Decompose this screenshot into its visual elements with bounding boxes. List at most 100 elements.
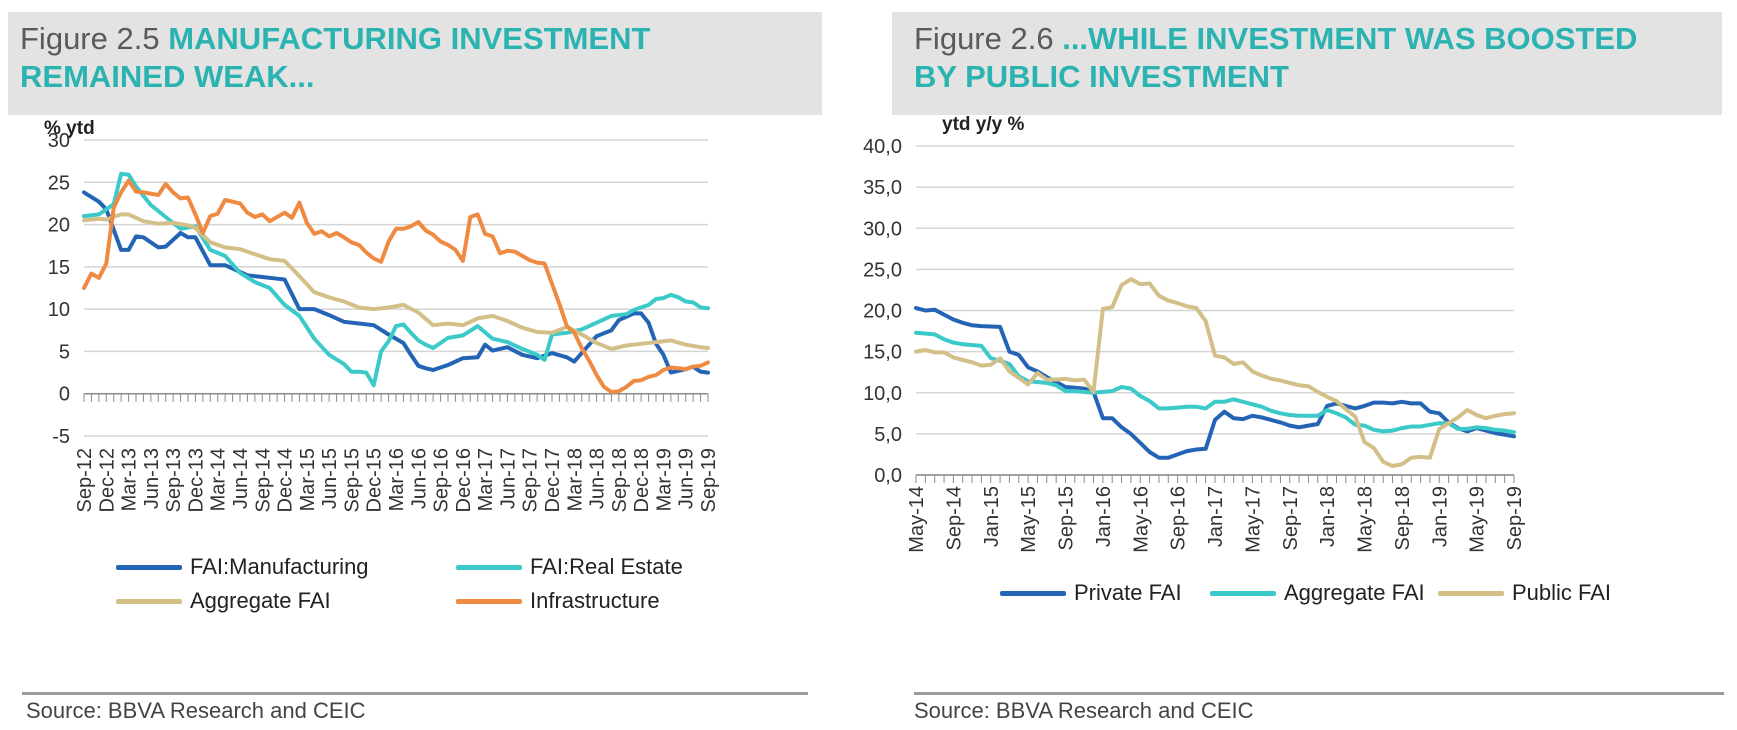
legend-swatch <box>456 564 522 570</box>
y-tick-label: 10 <box>48 299 70 321</box>
figure-heading-line-2: REMAINED WEAK... <box>20 59 315 94</box>
series-line-fai-real-estate <box>82 171 710 388</box>
figure-title: Figure 2.5 MANUFACTURING INVESTMENT REMA… <box>20 20 810 96</box>
x-tick-label: Sep-17 <box>520 448 542 513</box>
legend-label: FAI:Manufacturing <box>190 554 369 579</box>
y-tick-label: 0,0 <box>874 465 902 487</box>
legend-item-aggregate-fai: Aggregate FAI <box>1210 578 1425 608</box>
x-tick-label: Sep-14 <box>252 448 274 513</box>
x-tick-label: Jan-19 <box>1429 486 1451 547</box>
legend-swatch <box>116 598 182 604</box>
y-tick-label: 15 <box>48 257 70 279</box>
legend-swatch <box>1000 590 1066 596</box>
y-tick-label: 20,0 <box>863 301 902 323</box>
figure-2-5-panel: Figure 2.5 MANUFACTURING INVESTMENT REMA… <box>0 0 830 730</box>
x-tick-label: Dec-16 <box>453 448 475 512</box>
y-axis-unit-label: ytd y/y % <box>942 114 1025 135</box>
legend-label: Public FAI <box>1512 580 1612 605</box>
legend-label: Aggregate FAI <box>190 588 331 613</box>
y-tick-label: 5,0 <box>874 424 902 446</box>
legend-item-aggregate-fai: Aggregate FAI <box>116 586 331 616</box>
legend-item-real-estate: FAI:Real Estate <box>456 552 683 582</box>
x-tick-label: Mar-17 <box>475 448 497 511</box>
x-tick-label: Jan-16 <box>1093 486 1115 547</box>
figure-heading-line-2: BY PUBLIC INVESTMENT <box>914 59 1289 94</box>
y-tick-label: 30 <box>48 130 70 152</box>
x-tick-label: Mar-15 <box>297 448 319 511</box>
x-tick-label: May-19 <box>1467 486 1489 553</box>
legend-swatch <box>1438 590 1504 596</box>
x-tick-label: Jun-13 <box>141 448 163 509</box>
series-line-private-fai <box>914 306 1516 460</box>
x-tick-label: Jan-18 <box>1317 486 1339 547</box>
figure-number: Figure 2.5 <box>20 21 160 56</box>
x-tick-label: Sep-12 <box>74 448 96 513</box>
x-tick-label: Jun-19 <box>676 448 698 509</box>
figure-2-6-panel: Figure 2.6 ...WHILE INVESTMENT WAS BOOST… <box>863 0 1737 730</box>
x-tick-label: Sep-15 <box>1056 486 1078 551</box>
legend-label: Infrastructure <box>530 588 660 613</box>
y-tick-label: -5 <box>52 426 70 448</box>
x-tick-label: Jun-16 <box>408 448 430 509</box>
x-tick-label: Jun-18 <box>587 448 609 509</box>
x-tick-label: Mar-13 <box>119 448 141 511</box>
x-tick-label: Mar-18 <box>564 448 586 511</box>
source-note: Source: BBVA Research and CEIC <box>914 698 1254 723</box>
legend-swatch <box>116 564 182 570</box>
series-line-aggregate-fai <box>914 330 1516 435</box>
legend-label: FAI:Real Estate <box>530 554 683 579</box>
x-tick-label: Dec-18 <box>631 448 653 512</box>
x-tick-label: Jun-14 <box>230 448 252 509</box>
y-tick-label: 25,0 <box>863 259 902 281</box>
legend-swatch <box>1210 590 1276 596</box>
x-tick-label: May-15 <box>1018 486 1040 553</box>
y-tick-label: 0 <box>59 384 70 406</box>
source-note: Source: BBVA Research and CEIC <box>26 698 366 723</box>
x-tick-label: Jun-15 <box>319 448 341 509</box>
x-tick-label: Sep-14 <box>943 486 965 551</box>
legend-item-public-fai: Public FAI <box>1438 578 1611 608</box>
y-tick-label: 20 <box>48 215 70 237</box>
x-tick-label: Sep-19 <box>698 448 720 513</box>
y-tick-label: 35,0 <box>863 177 902 199</box>
line-chart: 40,0 35,0 30,0 25,0 20,0 15,0 10,0 5,0 0,0May-14… <box>863 136 1526 553</box>
x-tick-label: Jun-17 <box>497 448 519 509</box>
x-tick-label: Sep-18 <box>1392 486 1414 551</box>
x-tick-label: Mar-14 <box>208 448 230 511</box>
x-tick-label: Dec-17 <box>542 448 564 512</box>
x-tick-label: Sep-16 <box>431 448 453 513</box>
legend-label: Private FAI <box>1074 580 1182 605</box>
legend-item-infrastructure: Infrastructure <box>456 586 660 616</box>
y-axis-unit-label: % ytd <box>44 118 95 139</box>
y-tick-label: 5 <box>59 341 70 363</box>
x-tick-label: Jan-17 <box>1205 486 1227 547</box>
y-tick-label: 40,0 <box>863 136 902 158</box>
series-line-aggregate-fai <box>82 212 710 351</box>
legend-item-private-fai: Private FAI <box>1000 578 1182 608</box>
legend-label: Aggregate FAI <box>1284 580 1425 605</box>
x-tick-label: Dec-14 <box>275 448 297 512</box>
figure-header <box>8 12 822 115</box>
x-tick-label: Sep-17 <box>1280 486 1302 551</box>
x-tick-label: May-14 <box>906 486 928 553</box>
x-tick-label: Sep-16 <box>1168 486 1190 551</box>
x-tick-label: Dec-15 <box>364 448 386 512</box>
legend-item-manufacturing: FAI:Manufacturing <box>116 552 369 582</box>
series-line-infrastructure <box>82 178 710 394</box>
figure-header <box>892 12 1722 115</box>
x-tick-label: Sep-18 <box>609 448 631 513</box>
source-divider <box>914 692 1724 695</box>
x-tick-label: Mar-16 <box>386 448 408 511</box>
x-tick-label: Dec-12 <box>96 448 118 512</box>
x-tick-label: May-18 <box>1355 486 1377 553</box>
figure-number: Figure 2.6 <box>914 21 1054 56</box>
figure-heading-line-1: ...WHILE INVESTMENT WAS BOOSTED <box>1062 21 1638 56</box>
x-tick-label: May-17 <box>1242 486 1264 553</box>
y-tick-label: 30,0 <box>863 218 902 240</box>
x-tick-label: May-16 <box>1130 486 1152 553</box>
figure-heading-line-1: MANUFACTURING INVESTMENT <box>168 21 651 56</box>
x-tick-label: Dec-13 <box>185 448 207 512</box>
x-tick-label: Sep-13 <box>163 448 185 513</box>
legend-swatch <box>456 598 522 604</box>
